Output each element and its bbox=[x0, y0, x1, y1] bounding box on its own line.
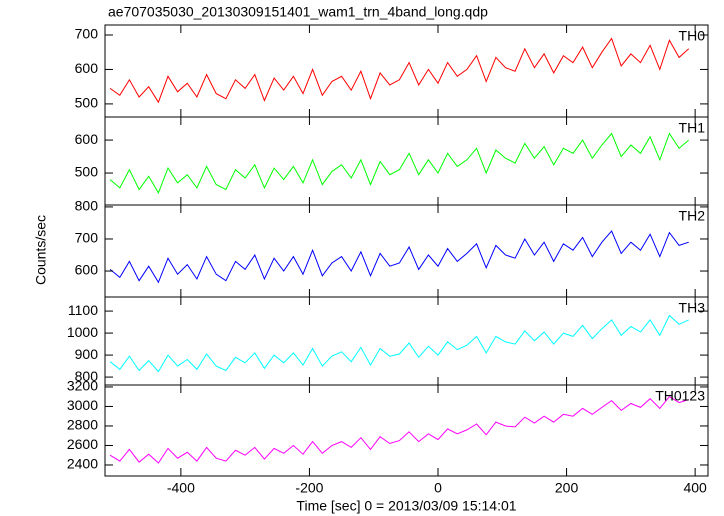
panel-frame bbox=[104, 296, 709, 386]
x-tick-label: -400 bbox=[167, 480, 195, 496]
y-tick-label: 700 bbox=[75, 230, 99, 246]
y-tick-label: 600 bbox=[75, 131, 99, 147]
y-tick-label: 900 bbox=[75, 346, 99, 362]
y-tick-label: 700 bbox=[75, 26, 99, 42]
chart-title: ae707035030_20130309151401_wam1_trn_4ban… bbox=[108, 4, 488, 20]
data-line bbox=[109, 132, 690, 194]
series-name: TH0 bbox=[679, 28, 706, 44]
data-line bbox=[109, 37, 690, 104]
x-tick-label: 0 bbox=[434, 480, 442, 496]
y-tick-label: 500 bbox=[75, 95, 99, 111]
data-line bbox=[109, 314, 689, 373]
y-tick-label: 3200 bbox=[67, 378, 98, 394]
y-tick-label: 2600 bbox=[67, 436, 98, 452]
x-tick-label: 200 bbox=[555, 480, 579, 496]
panel-frame bbox=[104, 116, 709, 206]
series-name: TH0123 bbox=[655, 388, 705, 404]
series-name: TH3 bbox=[679, 300, 706, 316]
panel-frame bbox=[104, 24, 709, 118]
series-name: TH2 bbox=[679, 208, 706, 224]
y-tick-label: 1000 bbox=[67, 324, 98, 340]
y-tick-label: 2400 bbox=[67, 456, 98, 472]
y-tick-label: 800 bbox=[75, 368, 99, 384]
x-axis-label: Time [sec] 0 = 2013/03/09 15:14:01 bbox=[296, 498, 516, 514]
y-tick-label: 1100 bbox=[68, 302, 98, 318]
y-tick-label: 500 bbox=[75, 164, 99, 180]
y-tick-label: 800 bbox=[75, 198, 99, 214]
panel-frame bbox=[104, 384, 709, 477]
y-tick-label: 3000 bbox=[67, 397, 98, 413]
data-line bbox=[109, 396, 689, 464]
x-tick-label: 400 bbox=[683, 480, 707, 496]
y-tick-label: 2800 bbox=[67, 417, 98, 433]
y-tick-label: 600 bbox=[75, 60, 99, 76]
x-tick-label: -200 bbox=[295, 480, 323, 496]
data-line bbox=[109, 230, 689, 284]
series-name: TH1 bbox=[679, 120, 706, 136]
y-axis-label: Counts/sec bbox=[33, 215, 49, 285]
y-tick-label: 600 bbox=[75, 262, 99, 278]
